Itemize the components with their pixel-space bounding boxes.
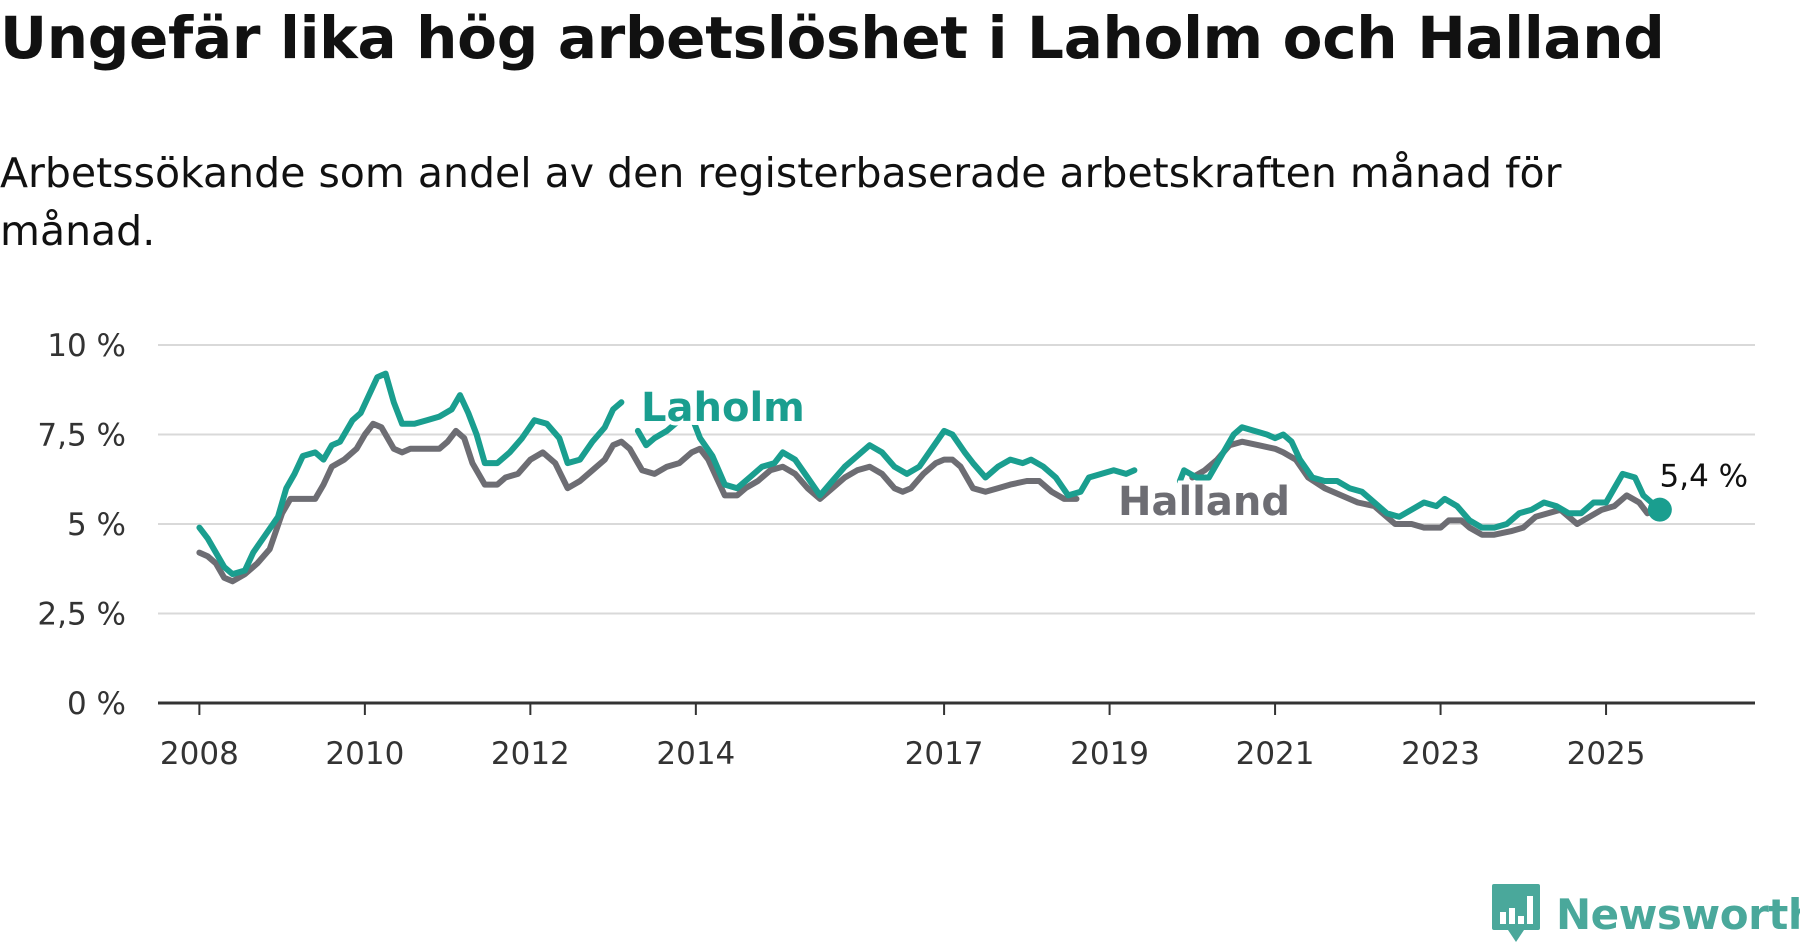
- series-line-laholm: [1176, 424, 1663, 531]
- series-line-halland: [196, 420, 1080, 585]
- series-line-laholm: [688, 413, 1138, 499]
- y-tick-label: 10 %: [47, 328, 126, 364]
- grid-lines: [158, 344, 1755, 705]
- x-tick-label: 2021: [1236, 736, 1315, 772]
- x-tick-label: 2008: [160, 736, 239, 772]
- series-line-halland: [1189, 438, 1663, 538]
- end-point-marker: [1647, 497, 1672, 522]
- y-tick-label: 0 %: [67, 686, 126, 722]
- series-line-laholm: [634, 417, 683, 449]
- x-tick-label: 2012: [491, 736, 570, 772]
- x-tick-label: 2014: [656, 736, 735, 772]
- x-tick-label: 2019: [1070, 736, 1149, 772]
- series-lines: [196, 370, 1663, 585]
- y-tick-label: 5 %: [67, 507, 126, 543]
- series-label-halland: Halland: [1118, 479, 1290, 525]
- x-tick-label: 2025: [1567, 736, 1646, 772]
- brand-name: Newsworthy: [1556, 889, 1800, 939]
- x-tick-label: 2010: [325, 736, 404, 772]
- brand-logo: Newsworthy: [1490, 882, 1800, 946]
- series-label-laholm: Laholm: [641, 385, 805, 431]
- end-annotation: 5,4 %: [1647, 459, 1749, 522]
- x-axis-ticks: 2008 2010 2012 2014 2017 2019 2021 2023 2025: [160, 703, 1646, 772]
- end-value-label: 5,4 %: [1660, 459, 1749, 495]
- y-tick-label: 7,5 %: [37, 418, 126, 454]
- chart-subtitle: Arbetssökande som andel av den registerb…: [0, 149, 1562, 255]
- chart-title: Ungefär lika hög arbetslöshet i Laholm o…: [0, 4, 1665, 72]
- newsworthy-logo-icon: [1492, 884, 1540, 942]
- y-axis-ticks: 0 % 2,5 % 5 % 7,5 % 10 %: [37, 328, 126, 722]
- x-tick-label: 2023: [1401, 736, 1480, 772]
- series-labels: Halland Laholm: [637, 381, 1294, 529]
- x-tick-label: 2017: [905, 736, 984, 772]
- series-line-laholm: [196, 370, 625, 578]
- y-tick-label: 2,5 %: [37, 597, 126, 633]
